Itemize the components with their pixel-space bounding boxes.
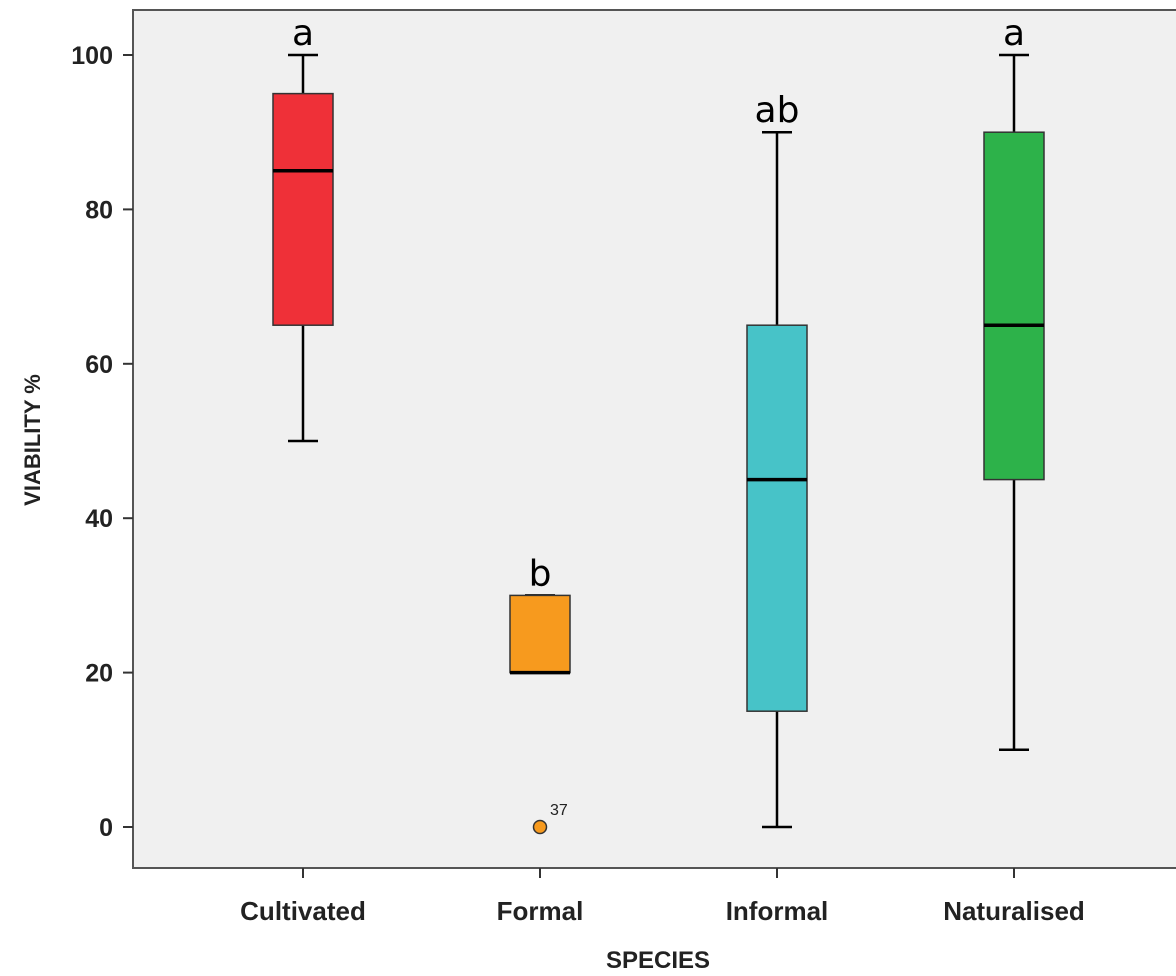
box-formal: 37 xyxy=(509,594,571,835)
significance-letter: b xyxy=(529,553,552,594)
box-cultivated xyxy=(272,53,334,443)
y-tick-label: 100 xyxy=(71,42,113,70)
significance-letter: a xyxy=(292,13,314,54)
y-tick-label: 80 xyxy=(85,196,113,224)
x-axis: Cultivated Formal Informal Naturalised xyxy=(240,868,1085,926)
iqr-box xyxy=(983,131,1045,481)
x-axis-label: SPECIES xyxy=(606,947,710,974)
outlier-label: 37 xyxy=(550,802,568,819)
x-tick-label: Naturalised xyxy=(943,896,1085,926)
significance-letter: ab xyxy=(755,90,800,131)
y-tick-label: 20 xyxy=(85,660,113,688)
x-tick-label: Formal xyxy=(497,896,584,926)
y-axis: 0 20 40 60 80 100 xyxy=(71,42,133,842)
x-tick-label: Informal xyxy=(726,896,829,926)
iqr-box xyxy=(272,92,334,326)
box-naturalised xyxy=(983,53,1045,752)
iqr-box xyxy=(746,324,808,712)
y-tick-label: 0 xyxy=(99,814,113,842)
boxes-layer: 37 xyxy=(272,53,1045,835)
y-tick-label: 40 xyxy=(85,505,113,533)
y-axis-label: VIABILITY % xyxy=(20,374,45,506)
iqr-box xyxy=(509,594,571,674)
box-informal xyxy=(746,130,808,829)
significance-letter: a xyxy=(1003,13,1025,54)
x-tick-label: Cultivated xyxy=(240,896,366,926)
y-tick-label: 60 xyxy=(85,351,113,379)
outlier-point xyxy=(532,819,548,835)
